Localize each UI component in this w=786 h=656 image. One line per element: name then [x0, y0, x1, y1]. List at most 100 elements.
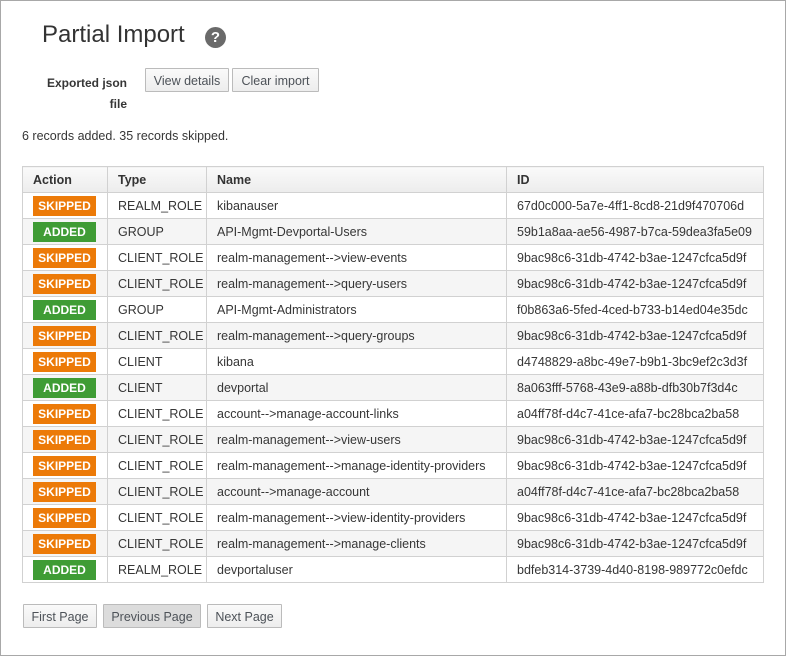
- status-badge: SKIPPED: [33, 429, 96, 450]
- view-details-button[interactable]: View details: [145, 68, 229, 92]
- table-row: SKIPPED CLIENT_ROLE realm-management-->que…: [22, 270, 764, 297]
- id-cell: a04ff78f-d4c7-41ce-afa7-bc28bca2ba58: [506, 400, 764, 427]
- name-cell: API-Mgmt-Devportal-Users: [206, 218, 507, 245]
- id-cell: 8a063fff-5768-43e9-a88b-dfb30b7f3d4c: [506, 374, 764, 401]
- status-badge: ADDED: [33, 221, 96, 242]
- type-cell: GROUP: [107, 296, 207, 323]
- first-page-button[interactable]: First Page: [23, 604, 97, 628]
- action-cell: SKIPPED: [22, 426, 108, 453]
- status-badge: SKIPPED: [33, 325, 96, 346]
- id-cell: 9bac98c6-31db-4742-b3ae-1247cfca5d9f: [506, 530, 764, 557]
- status-badge: SKIPPED: [33, 481, 96, 502]
- name-cell: kibanauser: [206, 192, 507, 219]
- action-cell: SKIPPED: [22, 452, 108, 479]
- id-cell: bdfeb314-3739-4d40-8198-989772c0efdc: [506, 556, 764, 583]
- type-cell: CLIENT_ROLE: [107, 504, 207, 531]
- clear-import-button[interactable]: Clear import: [232, 68, 319, 92]
- table-row: SKIPPED CLIENT_ROLE account-->manage-accou…: [22, 478, 764, 505]
- status-badge: SKIPPED: [33, 455, 96, 476]
- name-cell: realm-management-->view-identity-provide…: [206, 504, 507, 531]
- action-cell: SKIPPED: [22, 504, 108, 531]
- help-icon[interactable]: ?: [205, 27, 226, 48]
- name-cell: devportal: [206, 374, 507, 401]
- id-cell: 59b1a8aa-ae56-4987-b7ca-59dea3fa5e09: [506, 218, 764, 245]
- type-cell: CLIENT_ROLE: [107, 478, 207, 505]
- table-row: ADDED GROUP API-Mgmt-Administrators f0b863a…: [22, 296, 764, 323]
- type-cell: REALM_ROLE: [107, 556, 207, 583]
- name-cell: kibana: [206, 348, 507, 375]
- table-row: ADDED GROUP API-Mgmt-Devportal-Users 59b1a8…: [22, 218, 764, 245]
- id-cell: 9bac98c6-31db-4742-b3ae-1247cfca5d9f: [506, 426, 764, 453]
- status-badge: SKIPPED: [33, 273, 96, 294]
- name-cell: realm-management-->manage-clients: [206, 530, 507, 557]
- type-cell: CLIENT: [107, 374, 207, 401]
- status-badge: ADDED: [33, 299, 96, 320]
- column-header: Name: [206, 166, 507, 193]
- action-cell: ADDED: [22, 556, 108, 583]
- status-badge: SKIPPED: [33, 247, 96, 268]
- name-cell: realm-management-->view-events: [206, 244, 507, 271]
- type-cell: CLIENT_ROLE: [107, 322, 207, 349]
- name-cell: API-Mgmt-Administrators: [206, 296, 507, 323]
- status-badge: ADDED: [33, 559, 96, 580]
- id-cell: d4748829-a8bc-49e7-b9b1-3bc9ef2c3d3f: [506, 348, 764, 375]
- id-cell: 9bac98c6-31db-4742-b3ae-1247cfca5d9f: [506, 270, 764, 297]
- status-badge: ADDED: [33, 377, 96, 398]
- table-row: SKIPPED CLIENT_ROLE realm-management-->man…: [22, 530, 764, 557]
- table-row: SKIPPED CLIENT_ROLE realm-management-->vie…: [22, 426, 764, 453]
- id-cell: 9bac98c6-31db-4742-b3ae-1247cfca5d9f: [506, 504, 764, 531]
- id-cell: 9bac98c6-31db-4742-b3ae-1247cfca5d9f: [506, 452, 764, 479]
- table-row: SKIPPED CLIENT_ROLE realm-management-->man…: [22, 452, 764, 479]
- table-row: SKIPPED REALM_ROLE kibanauser 67d0c000-5a7e…: [22, 192, 764, 219]
- id-cell: f0b863a6-5fed-4ced-b733-b14ed04e35dc: [506, 296, 764, 323]
- results-table: Action Type Name ID SKIPPED REALM_ROLE kibana…: [22, 166, 764, 583]
- name-cell: realm-management-->view-users: [206, 426, 507, 453]
- type-cell: REALM_ROLE: [107, 192, 207, 219]
- type-cell: CLIENT_ROLE: [107, 244, 207, 271]
- column-header: Type: [107, 166, 207, 193]
- next-page-button[interactable]: Next Page: [207, 604, 282, 628]
- status-badge: SKIPPED: [33, 351, 96, 372]
- type-cell: CLIENT: [107, 348, 207, 375]
- status-badge: SKIPPED: [33, 403, 96, 424]
- previous-page-button[interactable]: Previous Page: [103, 604, 201, 628]
- type-cell: CLIENT_ROLE: [107, 426, 207, 453]
- status-badge: SKIPPED: [33, 533, 96, 554]
- id-cell: 67d0c000-5a7e-4ff1-8cd8-21d9f470706d: [506, 192, 764, 219]
- table-row: ADDED CLIENT devportal 8a063fff-5768-43e9-a…: [22, 374, 764, 401]
- column-header: Action: [22, 166, 108, 193]
- action-cell: SKIPPED: [22, 322, 108, 349]
- page-title: Partial Import: [42, 21, 185, 48]
- type-cell: GROUP: [107, 218, 207, 245]
- action-cell: SKIPPED: [22, 192, 108, 219]
- table-row: ADDED REALM_ROLE devportaluser bdfeb314-373…: [22, 556, 764, 583]
- id-cell: 9bac98c6-31db-4742-b3ae-1247cfca5d9f: [506, 244, 764, 271]
- name-cell: realm-management-->query-users: [206, 270, 507, 297]
- name-cell: devportaluser: [206, 556, 507, 583]
- action-cell: SKIPPED: [22, 530, 108, 557]
- action-cell: ADDED: [22, 218, 108, 245]
- id-cell: 9bac98c6-31db-4742-b3ae-1247cfca5d9f: [506, 322, 764, 349]
- field-label: Exported json file: [46, 76, 127, 111]
- type-cell: CLIENT_ROLE: [107, 400, 207, 427]
- status-badge: SKIPPED: [33, 507, 96, 528]
- action-cell: SKIPPED: [22, 478, 108, 505]
- action-cell: ADDED: [22, 374, 108, 401]
- summary-text: 6 records added. 35 records skipped.: [22, 129, 229, 143]
- table-row: SKIPPED CLIENT_ROLE account-->manage-accou…: [22, 400, 764, 427]
- status-badge: SKIPPED: [33, 195, 96, 216]
- type-cell: CLIENT_ROLE: [107, 270, 207, 297]
- table-row: SKIPPED CLIENT_ROLE realm-management-->vie…: [22, 244, 764, 271]
- type-cell: CLIENT_ROLE: [107, 452, 207, 479]
- name-cell: account-->manage-account: [206, 478, 507, 505]
- id-cell: a04ff78f-d4c7-41ce-afa7-bc28bca2ba58: [506, 478, 764, 505]
- name-cell: realm-management-->query-groups: [206, 322, 507, 349]
- name-cell: realm-management-->manage-identity-provi…: [206, 452, 507, 479]
- type-cell: CLIENT_ROLE: [107, 530, 207, 557]
- action-cell: SKIPPED: [22, 244, 108, 271]
- header-row: Action Type Name ID: [22, 166, 764, 193]
- action-cell: SKIPPED: [22, 270, 108, 297]
- action-cell: SKIPPED: [22, 400, 108, 427]
